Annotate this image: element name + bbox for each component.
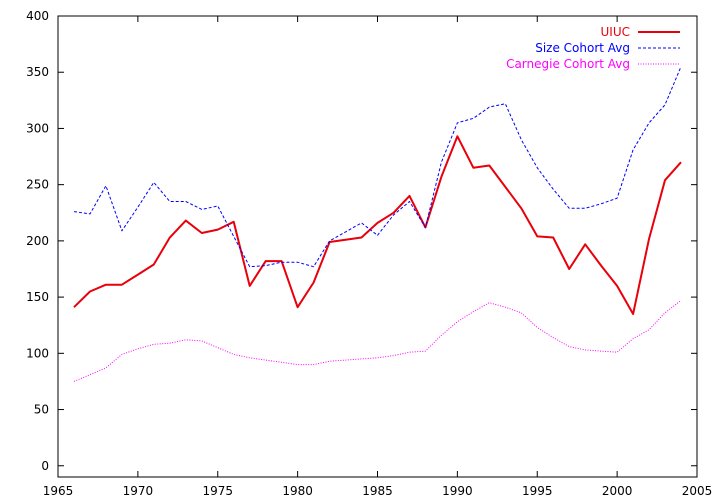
legend-label: Size Cohort Avg bbox=[535, 41, 630, 55]
y-tick-label: 400 bbox=[26, 9, 49, 23]
y-tick-label: 200 bbox=[26, 234, 49, 248]
axis-ticks: 1965 1970 1975 1980 1985 1990 1995 2000 2005 0 50 1… bbox=[26, 9, 712, 498]
x-tick-label: 2000 bbox=[602, 484, 633, 498]
y-tick-label: 150 bbox=[26, 290, 49, 304]
x-tick-label: 1985 bbox=[362, 484, 393, 498]
legend: UIUC Size Cohort Avg Carnegie Cohort Avg bbox=[506, 25, 680, 71]
y-tick-label: 50 bbox=[34, 403, 49, 417]
y-tick-label: 100 bbox=[26, 346, 49, 360]
x-tick-label: 1995 bbox=[522, 484, 553, 498]
series-layer bbox=[73, 66, 682, 382]
x-tick-label: 1980 bbox=[282, 484, 313, 498]
x-tick-label: 2005 bbox=[682, 484, 713, 498]
series-line-carnegie-cohort-avg bbox=[73, 300, 682, 382]
x-tick-label: 1965 bbox=[43, 484, 74, 498]
x-tick-label: 1970 bbox=[123, 484, 154, 498]
plot-frame bbox=[57, 15, 698, 478]
series-line-uiuc bbox=[73, 135, 682, 315]
legend-label: Carnegie Cohort Avg bbox=[506, 57, 630, 71]
y-tick-label: 300 bbox=[26, 121, 49, 135]
y-tick-label: 250 bbox=[26, 178, 49, 192]
y-tick-label: 0 bbox=[41, 459, 49, 473]
legend-label: UIUC bbox=[601, 25, 630, 39]
series-line-size-cohort-avg bbox=[73, 66, 682, 268]
x-tick-label: 1975 bbox=[202, 484, 233, 498]
y-tick-label: 350 bbox=[26, 65, 49, 79]
x-tick-label: 1990 bbox=[442, 484, 473, 498]
